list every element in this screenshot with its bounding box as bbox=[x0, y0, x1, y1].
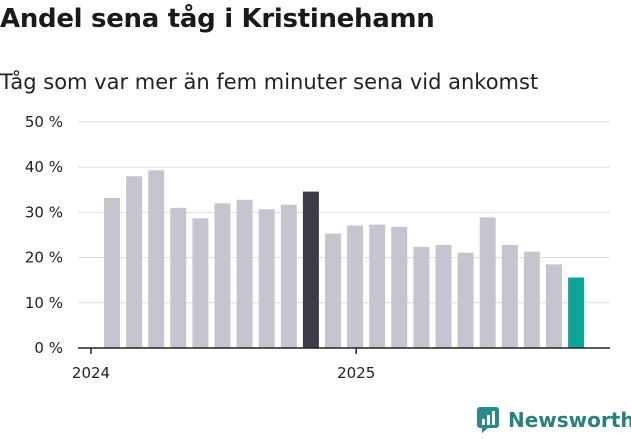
bar bbox=[435, 244, 452, 348]
y-tick-label: 10 % bbox=[25, 294, 63, 312]
bar bbox=[523, 251, 540, 348]
bar bbox=[214, 203, 231, 348]
bar bbox=[568, 277, 585, 348]
y-tick-label: 30 % bbox=[25, 203, 63, 221]
bar bbox=[148, 170, 165, 348]
bar bbox=[104, 197, 120, 348]
bar bbox=[325, 233, 341, 348]
chart-subtitle: Tåg som var mer än fem minuter sena vid … bbox=[0, 70, 539, 94]
bar bbox=[236, 199, 253, 348]
bar bbox=[126, 176, 143, 348]
bar bbox=[347, 225, 364, 348]
y-tick-label: 40 % bbox=[25, 158, 63, 176]
bar bbox=[479, 217, 496, 348]
x-tick-label: 2024 bbox=[72, 364, 110, 382]
bar-chart: 0 % 10 % 20 % 30 % 40 % 50 % 2024 2025 bbox=[25, 113, 610, 382]
newsworthy-logo-icon bbox=[477, 407, 499, 433]
bar bbox=[280, 204, 297, 348]
bar bbox=[546, 264, 562, 348]
bar bbox=[391, 226, 408, 348]
x-tick-label: 2025 bbox=[337, 364, 375, 382]
bar bbox=[170, 207, 187, 348]
bar bbox=[192, 218, 209, 348]
y-tick-label: 50 % bbox=[25, 113, 63, 131]
chart-title: Andel sena tåg i Kristinehamn bbox=[0, 4, 435, 34]
y-tick-label: 0 % bbox=[34, 339, 63, 357]
y-tick-label: 20 % bbox=[25, 249, 63, 267]
bar bbox=[258, 209, 275, 348]
bar bbox=[501, 244, 518, 348]
bar bbox=[413, 246, 430, 348]
bar bbox=[457, 252, 474, 348]
bar bbox=[302, 191, 319, 348]
bar bbox=[369, 224, 386, 348]
brand-label: Newsworthy bbox=[508, 408, 631, 432]
brand-logo: Newsworthy bbox=[476, 406, 631, 434]
